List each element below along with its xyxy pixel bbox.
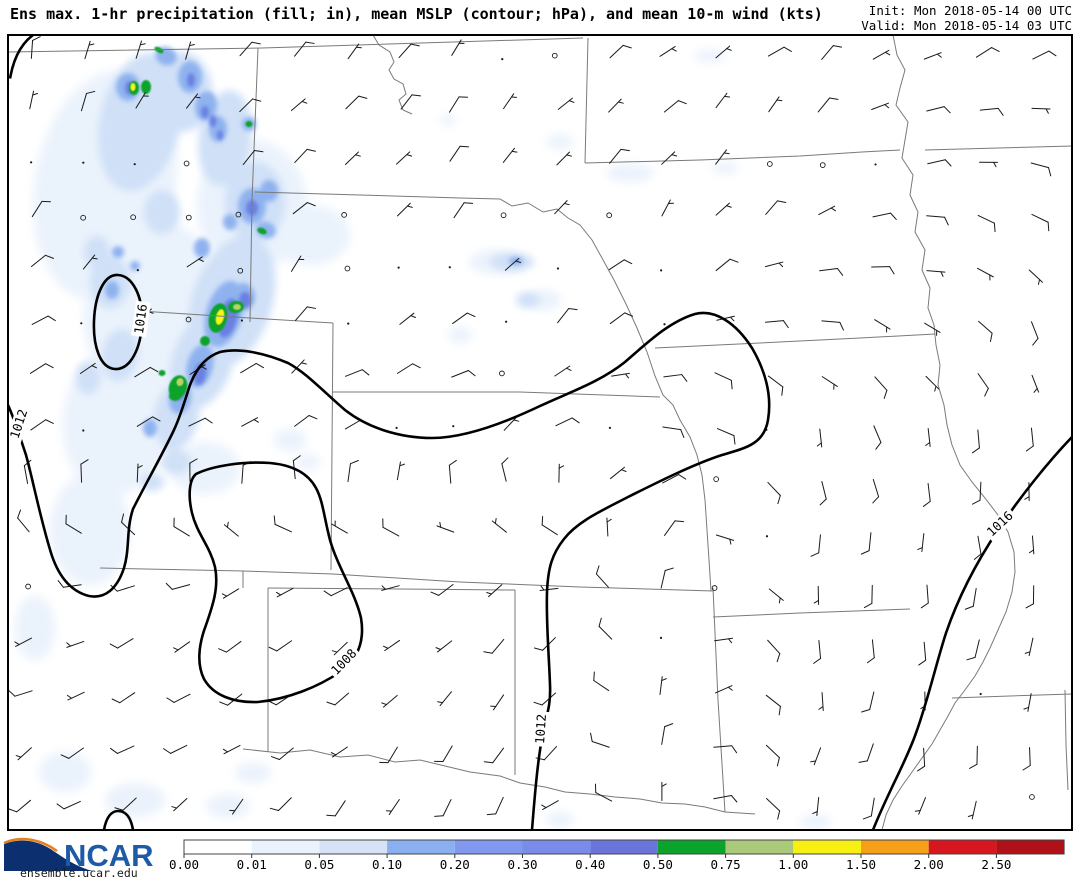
- ncar-logo-swoosh: [4, 840, 93, 871]
- mslp-contour-label: 1016: [982, 506, 1018, 542]
- site-url: ensemble.ucar.edu: [20, 866, 138, 880]
- ncar-logo-text: NCAR: [64, 838, 154, 873]
- state-boundaries: [8, 35, 1072, 830]
- colorbar-label: 1.00: [778, 857, 808, 872]
- colorbar-label: 0.75: [711, 857, 741, 872]
- svg-text:1012: 1012: [532, 713, 549, 744]
- colorbar-segment: [251, 840, 320, 854]
- map-border: [7, 34, 1073, 831]
- colorbar-segment: [861, 840, 929, 854]
- colorbar-segment: [928, 840, 997, 854]
- ncar-logo-orange-arc: [3, 837, 58, 853]
- colorbar-label: 0.05: [304, 857, 334, 872]
- run-times: Init: Mon 2018-05-14 00 UTC Valid: Mon 2…: [861, 3, 1072, 33]
- colorbar-segment: [996, 840, 1065, 854]
- colorbar-segment: [590, 840, 658, 854]
- precip-colorbar: 0.00 0.01 0.05 0.10 0.20 0.30 0.40 0.50 0.75 1.00…: [169, 839, 1065, 872]
- colorbar-label: 2.50: [981, 857, 1011, 872]
- svg-text:1016: 1016: [0, 79, 13, 111]
- mslp-contour-label: 1008: [326, 644, 362, 680]
- precip-fill-level: [130, 83, 225, 325]
- colorbar-label: 0.00: [169, 857, 199, 872]
- colorbar-segment: [657, 840, 726, 854]
- wind-barbs: [8, 36, 1057, 820]
- colorbar-label: 0.20: [440, 857, 470, 872]
- mslp-contour-label: 1012: [532, 711, 550, 747]
- colorbar-label: 0.50: [643, 857, 673, 872]
- colorbar-segment: [725, 840, 794, 854]
- colorbar-label: 1.50: [846, 857, 876, 872]
- mslp-contour-label: 1016: [0, 76, 14, 114]
- colorbar-label: 2.00: [914, 857, 944, 872]
- colorbar-segment: [184, 840, 252, 854]
- svg-text:1016: 1016: [131, 303, 150, 335]
- colorbar-segment: [319, 840, 388, 854]
- precip-fill-level: [15, 50, 831, 829]
- page-title: Ens max. 1-hr precipitation (fill; in), …: [10, 5, 823, 23]
- colorbar-segment: [793, 840, 861, 854]
- mslp-contour-label: 1016: [131, 300, 151, 338]
- colorbar-label: 0.10: [372, 857, 402, 872]
- colorbar-label: 0.01: [237, 857, 267, 872]
- colorbar-label: 0.40: [575, 857, 605, 872]
- colorbar-segment: [522, 840, 591, 854]
- valid-time: Valid: Mon 2018-05-14 03 UTC: [861, 18, 1072, 33]
- mslp-contours: [8, 35, 1072, 830]
- init-time: Init: Mon 2018-05-14 00 UTC: [868, 3, 1072, 18]
- precip-fill-level: [76, 52, 540, 491]
- colorbar-label: 0.30: [507, 857, 537, 872]
- colorbar-segment: [387, 840, 455, 854]
- colorbar-segment: [454, 840, 523, 854]
- precip-fill-level: [176, 304, 241, 386]
